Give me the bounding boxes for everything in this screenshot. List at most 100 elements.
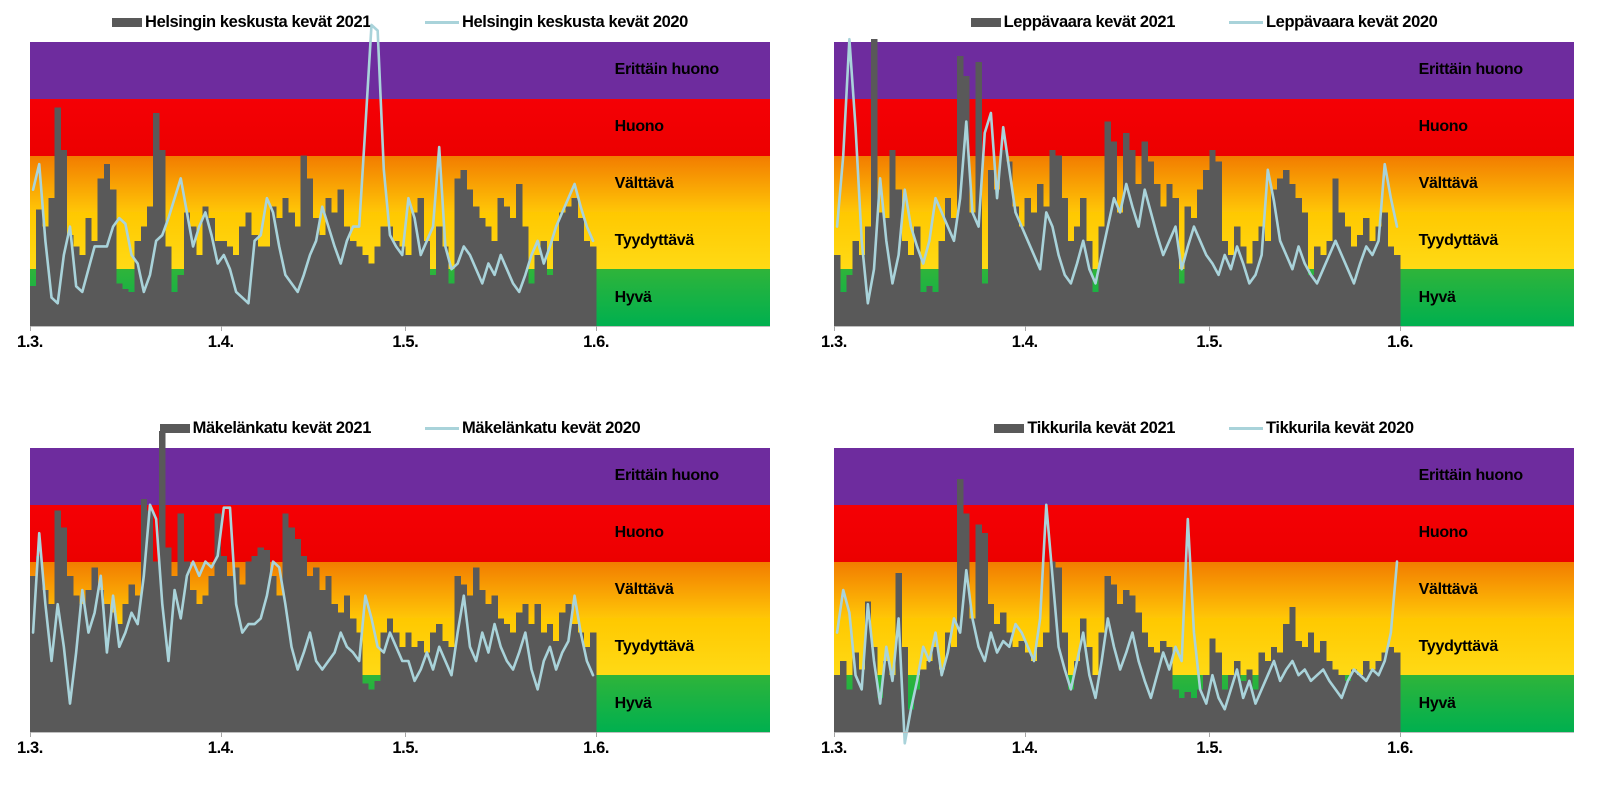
band-label-hyva: Hyvä [614, 288, 652, 306]
x-axis-line [834, 732, 1574, 733]
legend-item-2020: Leppävaara kevät 2020 [1229, 12, 1438, 32]
bars-series-2021 [834, 479, 1401, 732]
x-tick-mark [1400, 732, 1402, 737]
line-series-2020 [834, 42, 1400, 326]
x-tick-label: 1.4. [1011, 333, 1038, 351]
legend-item-2021: Tikkurila kevät 2021 [994, 419, 1175, 438]
band-label-huono: Huono [614, 524, 664, 542]
legend-label-2021: Leppävaara kevät 2021 [1003, 12, 1176, 31]
legend-item-2020: Mäkelänkatu kevät 2020 [425, 418, 641, 438]
legend: Mäkelänkatu kevät 2021 Mäkelänkatu kevät… [30, 408, 770, 448]
x-tick-label: 1.4. [1011, 739, 1038, 757]
legend-label-2021: Helsingin keskusta kevät 2021 [145, 12, 371, 31]
band-label-valttava: Välttävä [1418, 580, 1478, 598]
x-axis-line [30, 326, 770, 327]
legend: Helsingin keskusta kevät 2021 Helsingin … [30, 2, 770, 42]
x-tick-mark [834, 732, 835, 737]
legend-item-2021: Mäkelänkatu kevät 2021 [159, 418, 372, 438]
x-tick-label: 1.3. [821, 333, 847, 351]
chart-panel-tikkurila: Tikkurila kevät 2021 Tikkurila kevät 202… [821, 408, 1574, 764]
x-axis-line [30, 732, 770, 733]
x-tick-label: 1.5. [392, 739, 419, 757]
legend-label-2021: Mäkelänkatu kevät 2021 [192, 418, 372, 437]
plot-area: Erittäin huono Huono Välttävä Tyydyttävä Hyv… [30, 430, 770, 737]
bar-swatch-icon [159, 423, 190, 433]
x-tick-mark [1209, 732, 1211, 737]
x-tick-mark [1024, 326, 1026, 331]
x-axis-line [834, 326, 1574, 327]
legend-label-2020: Helsingin keskusta kevät 2020 [462, 12, 688, 31]
band-label-tyydyttava: Tyydyttävä [614, 231, 695, 249]
chart-panel-leppavaara: Leppävaara kevät 2021 Leppävaara kevät 2… [821, 2, 1574, 358]
x-tick-label: 1.3. [17, 333, 43, 351]
x-tick-mark [405, 732, 407, 737]
x-tick-mark [834, 326, 835, 331]
band-label-valttava: Välttävä [1418, 174, 1478, 192]
band-label-hyva: Hyvä [1418, 288, 1456, 306]
x-tick-label: 1.3. [17, 739, 43, 757]
x-axis-labels: 1.3. 1.4. 1.5. 1.6. [821, 326, 1574, 358]
x-tick-label: 1.6. [583, 333, 610, 351]
legend-item-2020: Helsingin keskusta kevät 2020 [425, 13, 688, 32]
plot-area: Erittäin huono Huono Välttävä Tyydyttävä Hyv… [834, 448, 1574, 732]
x-axis-labels: 1.3. 1.4. 1.5. 1.6. [821, 732, 1574, 764]
bars-series-2021 [30, 430, 597, 732]
x-tick-label: 1.6. [1387, 739, 1414, 757]
line-swatch-icon [425, 20, 459, 24]
x-tick-mark [596, 732, 598, 737]
band-label-tyydyttava: Tyydyttävä [1418, 231, 1499, 249]
band-label-valttava: Välttävä [614, 174, 674, 192]
x-tick-label: 1.5. [392, 333, 419, 351]
band-label-tyydyttava: Tyydyttävä [614, 637, 695, 655]
band-label-valttava: Välttävä [614, 580, 674, 598]
plot-area: Erittäin huono Huono Välttävä Tyydyttävä Hyv… [30, 42, 770, 331]
x-tick-label: 1.4. [207, 739, 234, 757]
legend-label-2020: Mäkelänkatu kevät 2020 [462, 418, 641, 437]
band-label-erittain-huono: Erittäin huono [1418, 467, 1524, 485]
x-axis-labels: 1.3. 1.4. 1.5. 1.6. [17, 326, 770, 358]
x-tick-mark [30, 732, 31, 737]
x-tick-mark [596, 326, 598, 331]
line-series-2020 [834, 448, 1400, 732]
legend-item-2020: Tikkurila kevät 2020 [1229, 419, 1414, 438]
x-tick-mark [1400, 326, 1402, 331]
x-tick-label: 1.6. [1387, 333, 1414, 351]
legend: Leppävaara kevät 2021 Leppävaara kevät 2… [834, 2, 1574, 42]
legend-label-2021: Tikkurila kevät 2021 [1027, 418, 1175, 437]
x-tick-mark [1024, 732, 1026, 737]
x-tick-label: 1.3. [821, 739, 847, 757]
band-label-erittain-huono: Erittäin huono [614, 61, 720, 79]
line-swatch-icon [1229, 426, 1263, 430]
band-label-hyva: Hyvä [1418, 694, 1456, 712]
bar-swatch-icon [970, 17, 1001, 27]
line-swatch-icon [1229, 20, 1263, 24]
line-series-2020 [30, 42, 596, 326]
legend-item-2021: Leppävaara kevät 2021 [970, 12, 1176, 32]
band-erittain-huono: Erittäin huono [30, 448, 770, 505]
x-tick-mark [220, 732, 222, 737]
plot-area: Erittäin huono Huono Välttävä Tyydyttävä Hyv… [834, 42, 1574, 331]
x-tick-mark [220, 326, 222, 331]
x-tick-mark [30, 326, 31, 331]
legend-label-2020: Tikkurila kevät 2020 [1266, 418, 1414, 437]
legend: Tikkurila kevät 2021 Tikkurila kevät 202… [834, 408, 1574, 448]
line-series-2020 [30, 448, 596, 732]
bar-swatch-icon [994, 423, 1025, 433]
x-tick-mark [405, 326, 407, 331]
band-label-tyydyttava: Tyydyttävä [1418, 637, 1499, 655]
x-tick-mark [1209, 326, 1211, 331]
x-tick-label: 1.5. [1196, 333, 1223, 351]
x-tick-label: 1.6. [583, 739, 610, 757]
chart-grid: Helsingin keskusta kevät 2021 Helsingin … [17, 2, 1574, 764]
band-label-huono: Huono [1418, 118, 1468, 136]
line-swatch-icon [425, 426, 459, 430]
legend-label-2020: Leppävaara kevät 2020 [1266, 12, 1438, 31]
bar-swatch-icon [112, 17, 143, 27]
band-label-hyva: Hyvä [614, 694, 652, 712]
chart-panel-helsingin-keskusta: Helsingin keskusta kevät 2021 Helsingin … [17, 2, 770, 358]
chart-panel-makelankatu: Mäkelänkatu kevät 2021 Mäkelänkatu kevät… [17, 408, 770, 764]
band-erittain-huono: Erittäin huono [30, 42, 770, 99]
x-tick-label: 1.5. [1196, 739, 1223, 757]
band-label-huono: Huono [614, 118, 664, 136]
legend-item-2021: Helsingin keskusta kevät 2021 [112, 13, 371, 32]
